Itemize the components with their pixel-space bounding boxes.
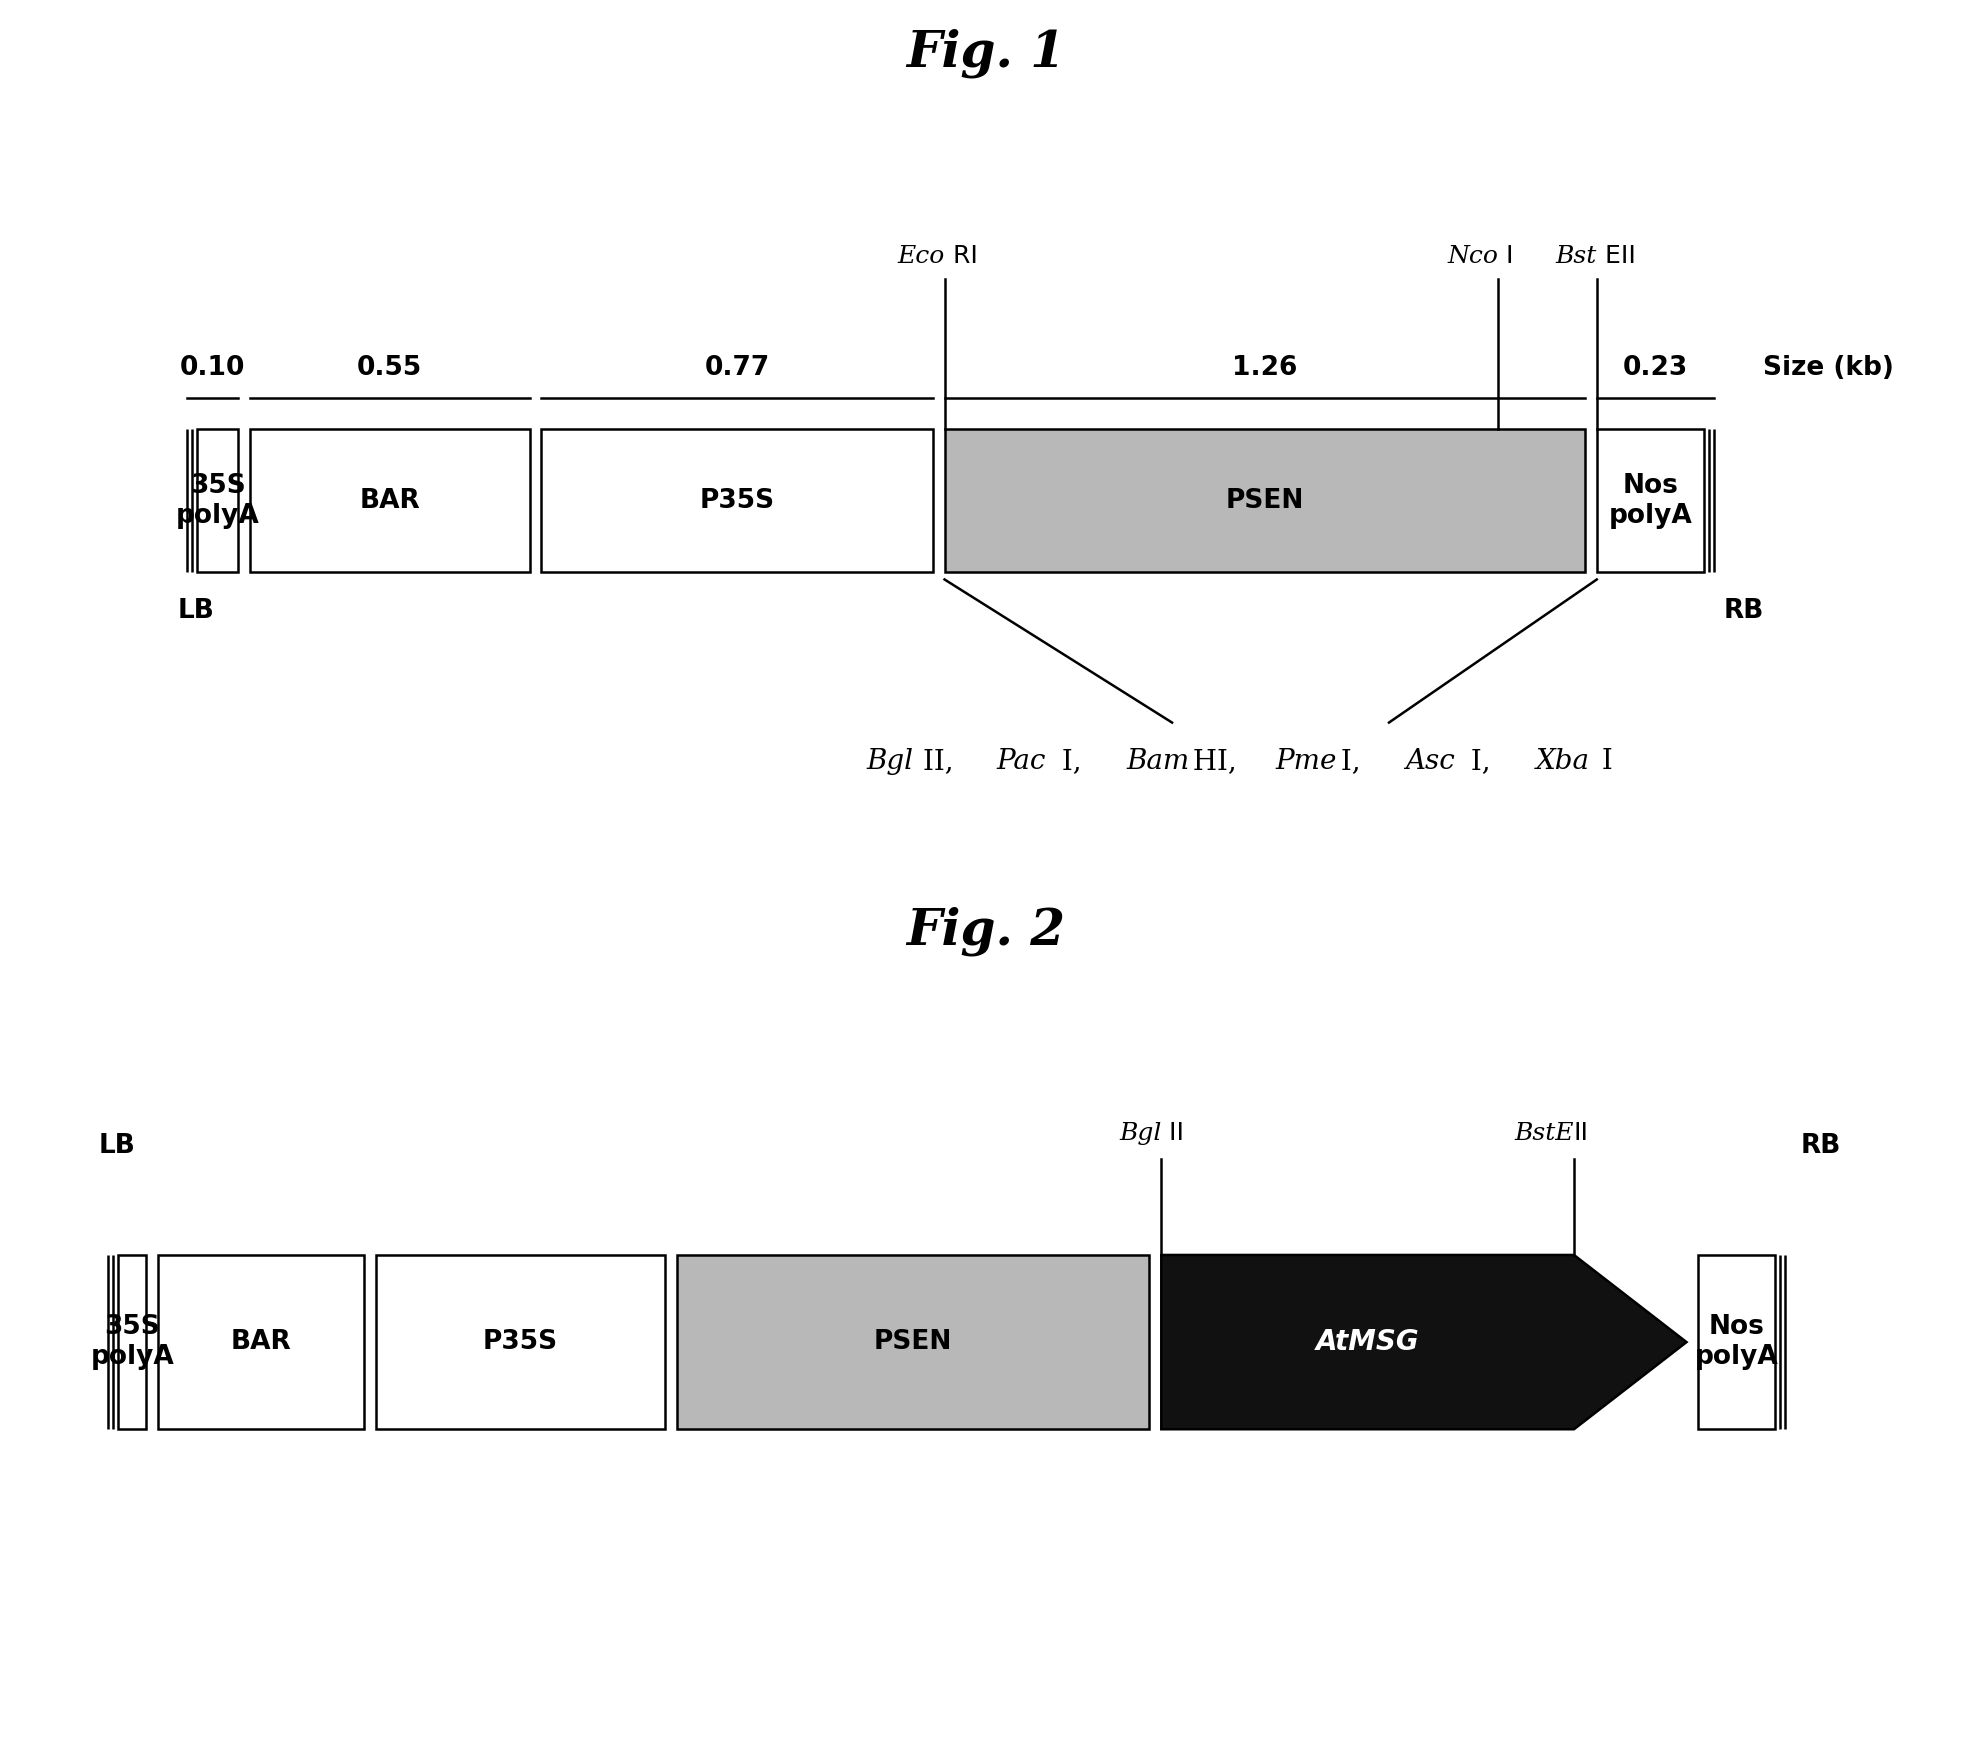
Text: BAR: BAR bbox=[359, 488, 420, 514]
Text: Bgl: Bgl bbox=[866, 748, 913, 776]
Text: Bst: Bst bbox=[1556, 244, 1597, 268]
Text: 0.23: 0.23 bbox=[1623, 354, 1688, 380]
Text: Eco: Eco bbox=[897, 244, 945, 268]
Text: Fig. 2: Fig. 2 bbox=[907, 906, 1065, 955]
Text: P35S: P35S bbox=[700, 488, 775, 514]
Bar bbox=[197, 429, 239, 572]
Text: 0.77: 0.77 bbox=[704, 354, 769, 380]
Text: I,: I, bbox=[1463, 748, 1501, 776]
Text: Pme: Pme bbox=[1276, 748, 1337, 776]
Text: 1.26: 1.26 bbox=[1232, 354, 1298, 380]
Text: EII: EII bbox=[1597, 244, 1635, 268]
Bar bbox=[1698, 1255, 1775, 1429]
Bar bbox=[1597, 429, 1704, 572]
Text: PSEN: PSEN bbox=[874, 1330, 952, 1354]
Bar bbox=[118, 1255, 146, 1429]
Text: Nos
polyA: Nos polyA bbox=[1609, 472, 1692, 528]
Bar bbox=[945, 429, 1585, 572]
Text: LB: LB bbox=[177, 598, 215, 624]
Text: Asc: Asc bbox=[1406, 748, 1455, 776]
Text: I,: I, bbox=[1333, 748, 1371, 776]
Text: Pac: Pac bbox=[996, 748, 1045, 776]
Text: Fig. 1: Fig. 1 bbox=[907, 28, 1065, 78]
Text: II,: II, bbox=[923, 748, 962, 776]
Bar bbox=[250, 429, 530, 572]
Text: II: II bbox=[1162, 1121, 1185, 1145]
Text: I,: I, bbox=[1053, 748, 1091, 776]
Text: PSEN: PSEN bbox=[1225, 488, 1303, 514]
Text: Xba: Xba bbox=[1536, 748, 1589, 776]
Bar bbox=[676, 1255, 1150, 1429]
Bar bbox=[158, 1255, 365, 1429]
Text: LB: LB bbox=[99, 1133, 136, 1159]
Text: 0.55: 0.55 bbox=[357, 354, 422, 380]
Text: Size (kb): Size (kb) bbox=[1763, 354, 1893, 380]
Text: P35S: P35S bbox=[483, 1330, 558, 1354]
Text: RB: RB bbox=[1724, 598, 1763, 624]
Text: Bgl: Bgl bbox=[1118, 1122, 1162, 1145]
Text: BstE: BstE bbox=[1514, 1122, 1574, 1145]
Text: RB: RB bbox=[1800, 1133, 1840, 1159]
Text: AtMSG: AtMSG bbox=[1315, 1328, 1420, 1356]
Text: 35S
polyA: 35S polyA bbox=[91, 1314, 174, 1370]
Text: BAR: BAR bbox=[231, 1330, 292, 1354]
Text: 35S
polyA: 35S polyA bbox=[176, 472, 260, 528]
Text: I: I bbox=[1593, 748, 1613, 776]
Bar bbox=[542, 429, 933, 572]
Text: HI,: HI, bbox=[1183, 748, 1244, 776]
Polygon shape bbox=[1162, 1255, 1686, 1429]
Text: Bam: Bam bbox=[1126, 748, 1189, 776]
Text: I: I bbox=[1499, 244, 1514, 268]
Bar bbox=[377, 1255, 665, 1429]
Text: II: II bbox=[1574, 1121, 1589, 1145]
Text: 0.10: 0.10 bbox=[179, 354, 245, 380]
Text: RI: RI bbox=[945, 244, 978, 268]
Text: Nos
polyA: Nos polyA bbox=[1694, 1314, 1779, 1370]
Text: Nco: Nco bbox=[1447, 244, 1499, 268]
